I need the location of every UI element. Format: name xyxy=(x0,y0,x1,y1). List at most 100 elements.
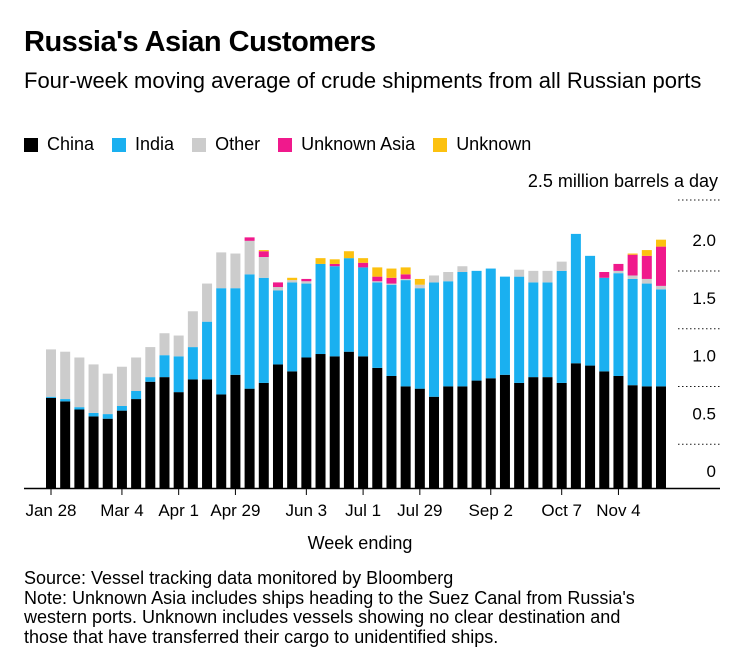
x-tick-label: Mar 4 xyxy=(100,501,143,520)
x-tick-label: Jun 3 xyxy=(286,501,328,520)
bar-segment-unknown xyxy=(315,258,326,264)
x-axis-title-text: Week ending xyxy=(307,533,413,553)
bar-segment-india xyxy=(159,355,170,378)
bar-segment-other xyxy=(46,349,56,397)
bar-segment-other xyxy=(641,278,652,284)
bar-segment-india xyxy=(542,282,553,378)
bar-segment-unknown xyxy=(372,267,383,277)
bar-segment-china xyxy=(145,381,156,488)
bar-segment-unknown-asia xyxy=(272,282,283,288)
bar-segment-india xyxy=(499,276,510,375)
bar-segment-unknown xyxy=(656,239,666,247)
x-tick-label: Sep 2 xyxy=(469,501,513,520)
bar-segment-india xyxy=(216,288,227,395)
bar-segment-unknown-asia xyxy=(358,262,369,268)
x-tick-label: Oct 7 xyxy=(541,501,582,520)
bar-segment-china xyxy=(329,356,340,488)
bar-segment-unknown-asia xyxy=(329,263,340,267)
bar-segment-other xyxy=(173,335,184,357)
bar-segment-china xyxy=(315,354,326,488)
bar-segment-other xyxy=(656,285,666,290)
bar-segment-unknown-asia xyxy=(627,254,638,276)
bar-segment-india xyxy=(230,288,241,375)
bar-segment-unknown-asia xyxy=(244,237,255,241)
bar-segment-china xyxy=(485,378,496,488)
bar-segment-china xyxy=(244,388,255,488)
note-line-1: Note: Unknown Asia includes ships headin… xyxy=(24,587,635,608)
bar-segment-unknown xyxy=(386,268,397,278)
bar-segment-unknown-asia xyxy=(400,274,411,279)
bar-segment-china xyxy=(585,365,596,488)
bar-segment-unknown-asia xyxy=(599,272,610,278)
bar-segment-other xyxy=(372,281,383,283)
bar-segment-india xyxy=(414,288,425,389)
bar-segment-other xyxy=(414,284,425,289)
bar-segment-china xyxy=(514,382,525,488)
x-tick-label: Nov 4 xyxy=(596,501,640,520)
bar-segment-china xyxy=(202,379,213,488)
bar-segment-other xyxy=(400,278,411,281)
bar-segment-india xyxy=(599,277,610,372)
bar-segment-china xyxy=(414,388,425,488)
bar-segment-china xyxy=(542,377,553,488)
legend-swatch-other xyxy=(192,137,207,152)
bar-segment-china xyxy=(102,418,113,488)
bar-segment-china xyxy=(372,367,383,488)
bar-segment-other xyxy=(528,270,539,283)
bar-segment-unknown-asia xyxy=(656,246,666,286)
bar-segment-unknown xyxy=(329,259,340,264)
bar-segment-other xyxy=(216,252,227,289)
bar-segment-other xyxy=(116,366,127,406)
bar-segment-india xyxy=(485,268,496,379)
y-axis-unit-label: 2.5 million barrels a day xyxy=(527,171,718,191)
bar-segment-india xyxy=(272,290,283,365)
bar-segment-other xyxy=(145,347,156,378)
bar-segment-other xyxy=(457,266,468,273)
bar-segment-china xyxy=(173,392,184,488)
bar-segment-india xyxy=(202,321,213,380)
x-tick-label: Jan 28 xyxy=(25,501,76,520)
bar-segment-china xyxy=(60,401,71,489)
bar-segment-other xyxy=(443,272,454,282)
bar-segment-other xyxy=(258,257,269,278)
bar-segment-other xyxy=(287,280,298,283)
bar-segment-india xyxy=(131,390,142,400)
bar-segment-china xyxy=(343,351,354,488)
bar-segment-china xyxy=(187,379,198,488)
bar-segment-india xyxy=(656,289,666,387)
bar-segment-china xyxy=(301,357,312,488)
legend-label-india: India xyxy=(135,134,175,154)
bar-segment-india xyxy=(244,274,255,389)
bar-segment-india xyxy=(358,267,369,357)
bar-segment-unknown xyxy=(400,267,411,275)
x-axis: Jan 28 Mar 4 Apr 1 Apr 29 Jun 3 Jul 1 Jul 29 Se… xyxy=(24,487,720,520)
bar-segment-china xyxy=(471,380,482,488)
bar-segment-india xyxy=(641,283,652,387)
bar-segment-unknown-asia xyxy=(258,251,269,257)
bar-segment-china xyxy=(386,375,397,488)
x-tick-label: Jul 1 xyxy=(345,501,381,520)
bar-segment-india xyxy=(145,377,156,382)
legend-swatch-india xyxy=(112,137,127,152)
bar-segment-other xyxy=(556,261,567,271)
bar-segment-india xyxy=(301,283,312,358)
bar-segment-unknown-asia xyxy=(386,277,397,284)
bar-segment-other xyxy=(272,287,283,291)
bar-segment-india xyxy=(457,272,468,387)
bar-segment-other xyxy=(301,281,312,284)
bar-segment-india xyxy=(471,270,482,381)
bar-segment-unknown-asia xyxy=(641,255,652,279)
legend-item-unknown: Unknown xyxy=(433,134,531,155)
bar-segment-china xyxy=(258,382,269,488)
bar-segment-unknown-asia xyxy=(372,276,383,282)
bar-segment-china xyxy=(74,409,85,488)
bar-segment-unknown xyxy=(258,250,269,252)
bar-segment-india xyxy=(386,284,397,376)
bar-segment-china xyxy=(272,364,283,488)
bar-segment-other xyxy=(613,270,624,274)
bar-segment-unknown xyxy=(358,258,369,263)
bar-segment-other xyxy=(244,240,255,275)
bar-segment-china xyxy=(570,363,581,488)
bar-segment-india xyxy=(60,399,71,402)
bar-segment-india xyxy=(258,277,269,383)
